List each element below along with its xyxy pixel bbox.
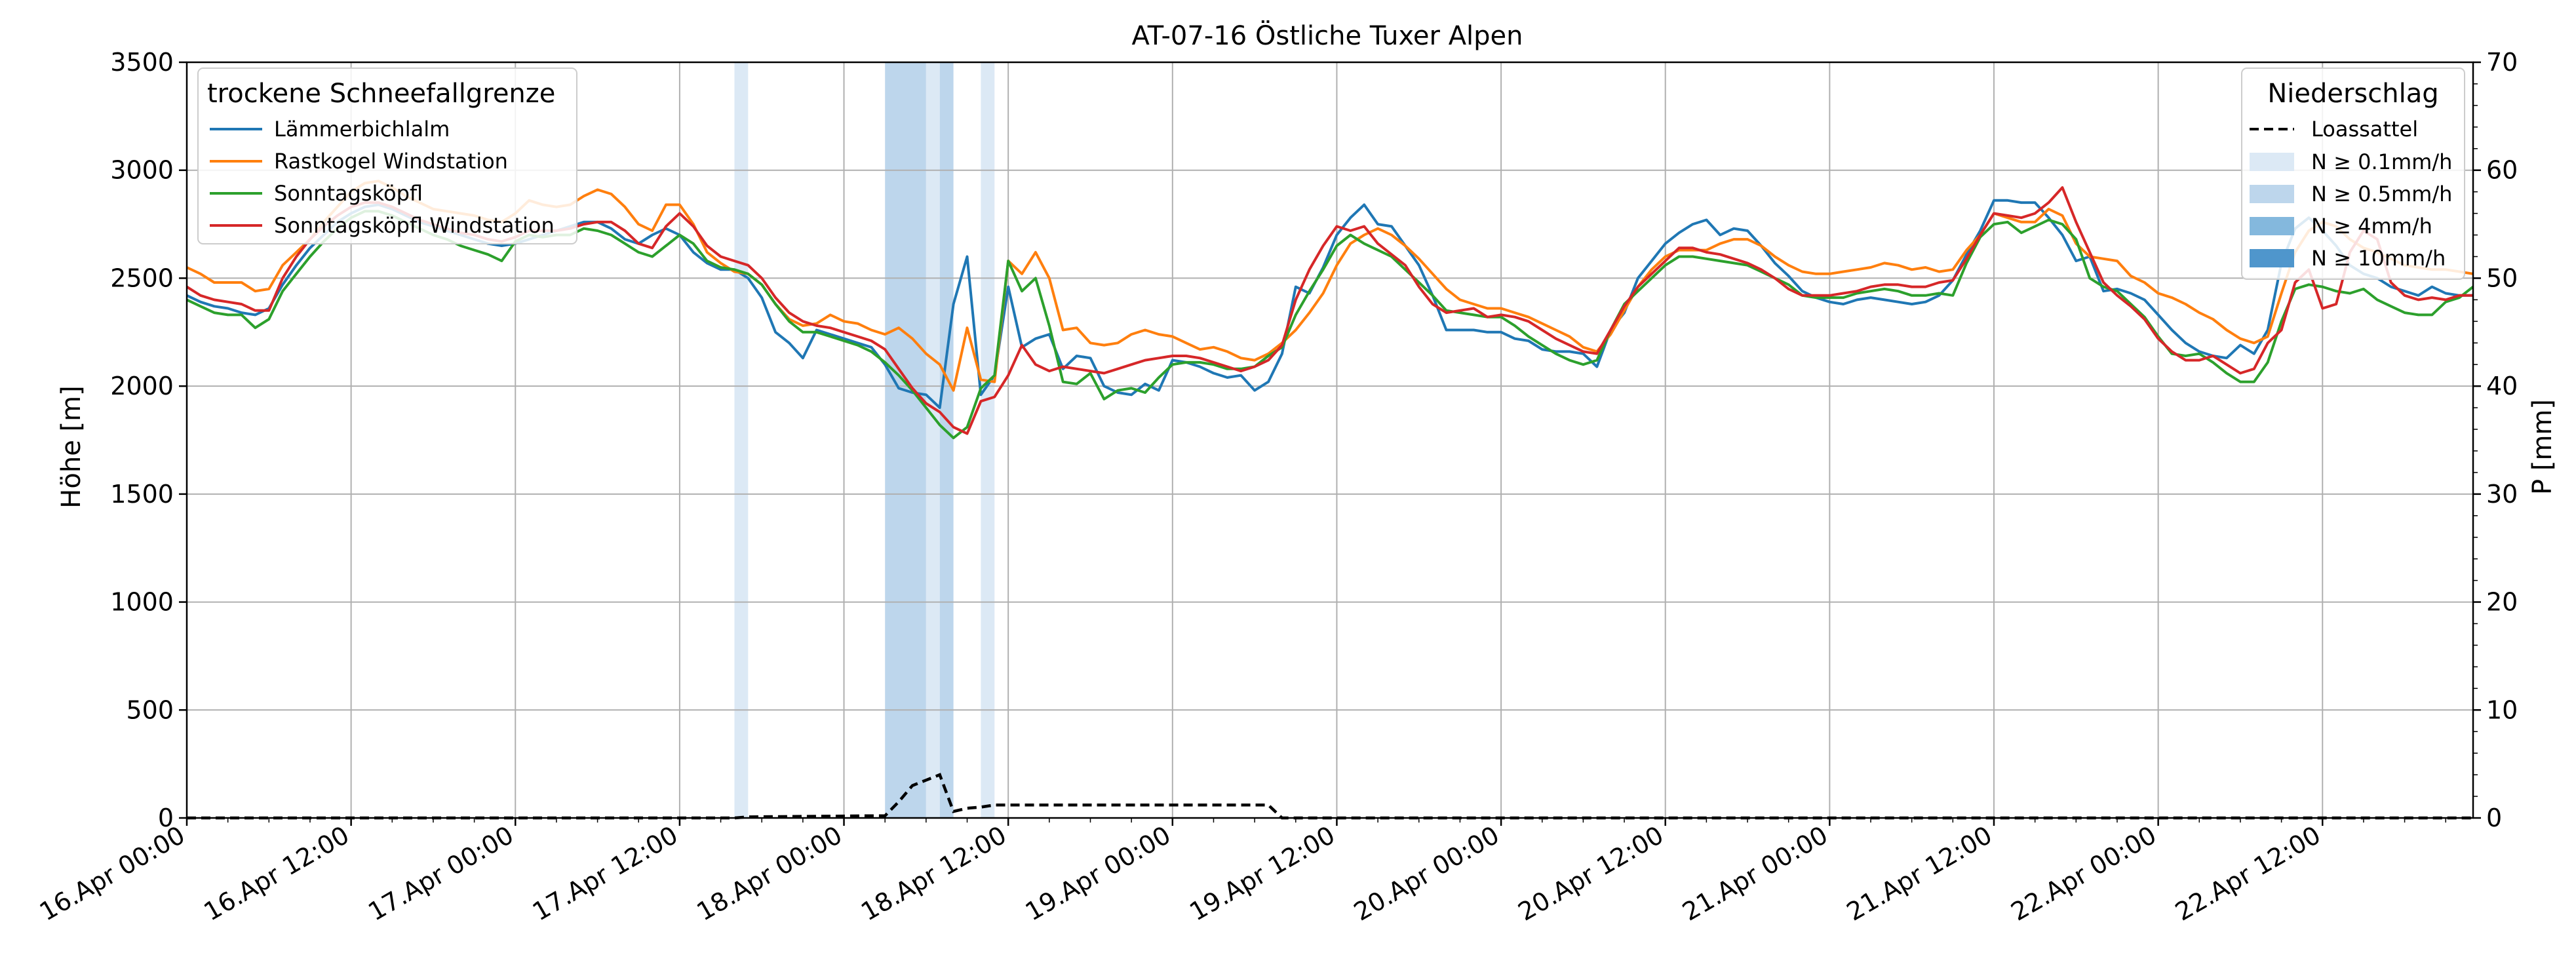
precipitation-bands [734,62,995,818]
legend-entry: Lämmerbichlalm [210,117,450,142]
y2-tick-label: 40 [2486,372,2518,400]
precip-band [926,62,940,818]
legend-entry: Sonntagsköpfl Windstation [210,213,555,238]
precip-band [885,62,926,818]
legend-precipitation-title: Niederschlag [2267,79,2438,109]
legend-precipitation-frame [2241,68,2465,280]
precip-band [981,62,995,818]
legend-label: Rastkogel Windstation [274,149,508,174]
plot-frame [185,61,2474,819]
y2-tick-label: 60 [2486,156,2518,185]
y2-tick-label: 0 [2486,804,2502,832]
y-tick-label: 500 [126,695,174,724]
y2-tick-label: 70 [2486,48,2518,77]
y2-tick-label: 30 [2486,480,2518,509]
legend-entry: N ≥ 10mm/h [2250,246,2446,271]
legend-entry: N ≥ 0.5mm/h [2250,182,2452,206]
y-tick-label: 3000 [110,156,174,185]
legend-precipitation: Niederschlag Loassattel N ≥ 0.1mm/h N ≥ … [2241,68,2465,280]
legend-label: N ≥ 4mm/h [2311,214,2432,239]
y-axis-title: Höhe [m] [56,385,87,508]
legend-entry: Sonntagsköpfl [210,181,423,206]
legend-band-swatch [2250,217,2294,235]
precip-line [187,773,2473,820]
legend-label: Loassattel [2311,117,2418,142]
legend-band-swatch [2250,153,2294,171]
precip-band [734,62,749,818]
legend-label: Lämmerbichlalm [274,117,450,142]
y2-tick-label: 50 [2486,263,2518,292]
legend-entry: N ≥ 4mm/h [2250,214,2432,239]
legend-snowline-title: trockene Schneefallgrenze [207,79,555,109]
y2-axis-title: P [mm] [2527,399,2558,495]
precip-band [939,62,954,818]
chart-title: AT-07-16 Östliche Tuxer Alpen [1131,20,1523,51]
y2-tick-label: 20 [2486,588,2518,617]
y-tick-label: 2000 [110,372,174,400]
y-tick-label: 1000 [110,588,174,617]
legend-label: N ≥ 10mm/h [2311,246,2446,271]
legend-entry: Rastkogel Windstation [210,149,508,174]
y2-tick-label: 10 [2486,695,2518,724]
legend-label: N ≥ 0.5mm/h [2311,182,2452,206]
y-tick-label: 1500 [110,480,174,509]
legend-label: N ≥ 0.1mm/h [2311,149,2452,174]
legend-entry: N ≥ 0.1mm/h [2250,149,2452,174]
legend-label: Sonntagsköpfl Windstation [274,213,555,238]
legend-label: Sonntagsköpfl [274,181,423,206]
y-tick-label: 3500 [110,48,174,77]
legend-snowline-frame [197,68,577,244]
y-tick-label: 0 [158,804,174,832]
legend-band-swatch [2250,185,2294,203]
legend-snowline: trockene Schneefallgrenze Lämmerbichlalm… [197,68,577,244]
y-tick-label: 2500 [110,263,174,292]
legend-entry: Loassattel [2250,117,2418,142]
legend-band-swatch [2250,249,2294,267]
